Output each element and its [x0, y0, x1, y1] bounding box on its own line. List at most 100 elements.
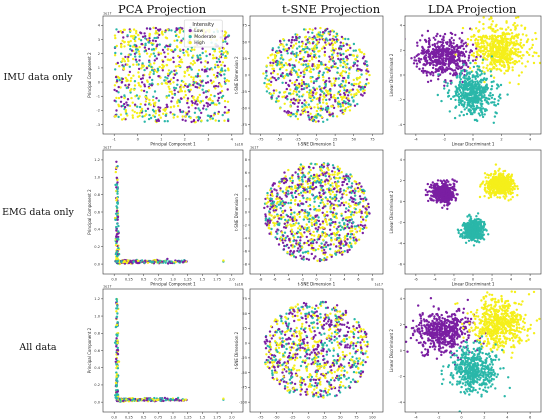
scatter-point-low — [452, 72, 456, 75]
scatter-point-high — [354, 227, 357, 231]
scatter-point-high — [308, 228, 311, 232]
scatter-point-moderate — [472, 65, 476, 69]
scatter-point-high — [266, 78, 269, 81]
scatter-point-high — [287, 113, 290, 117]
scatter-point-high — [133, 88, 136, 92]
scatter-point-low — [458, 54, 462, 57]
scatter-point-high — [526, 60, 529, 63]
scatter-point-high — [223, 56, 227, 60]
scatter-point-high — [362, 191, 366, 195]
scatter-point-high — [115, 166, 118, 170]
scatter-point-low — [452, 39, 455, 42]
scatter-point-high — [138, 52, 141, 56]
scatter-point-moderate — [320, 61, 323, 64]
scatter-point-high — [139, 102, 142, 106]
scatter-point-moderate — [443, 80, 446, 83]
scatter-point-high — [482, 27, 485, 30]
y-tick-label: 50 — [242, 40, 247, 44]
scatter-point-low — [294, 171, 297, 174]
scatter-point-low — [332, 166, 335, 169]
scatter-point-high — [485, 58, 488, 61]
scatter-point-moderate — [313, 200, 316, 203]
scatter-point-high — [365, 226, 368, 229]
scatter-point-high — [182, 96, 186, 99]
scatter-point-high — [281, 65, 284, 69]
scatter-point-high — [535, 51, 538, 55]
scatter-point-high — [513, 35, 517, 38]
scatter-point-low — [294, 189, 298, 193]
scatter-point-high — [520, 57, 523, 60]
scatter-point-moderate — [282, 48, 285, 51]
scatter-point-moderate — [306, 214, 310, 217]
scatter-point-low — [305, 235, 308, 239]
scatter-point-high — [279, 189, 282, 192]
scatter-point-high — [278, 63, 281, 66]
scatter-point-moderate — [489, 74, 493, 78]
scatter-point-high — [507, 57, 511, 60]
scatter-point-high — [485, 66, 488, 70]
scatter-point-low — [156, 28, 160, 31]
scatter-point-moderate — [280, 217, 283, 221]
scatter-point-high — [333, 94, 336, 97]
scatter-point-low — [165, 44, 168, 47]
scatter-point-low — [205, 95, 208, 99]
column-title-lda: LDA Projection — [428, 2, 517, 16]
scatter-point-low — [415, 62, 419, 65]
scatter-point-low — [425, 74, 429, 77]
scatter-point-moderate — [471, 101, 474, 105]
x-tick-label: 3 — [207, 138, 209, 142]
scatter-point-low — [331, 170, 334, 173]
scatter-point-low — [335, 190, 339, 193]
scatter-point-low — [266, 205, 269, 208]
scatter-point-low — [148, 76, 151, 79]
scatter-point-moderate — [321, 73, 324, 77]
scatter-point-low — [269, 61, 272, 64]
scatter-point-low — [427, 37, 431, 40]
y-tick-label: 25 — [242, 57, 247, 61]
scatter-point-high — [331, 29, 334, 32]
scatter-point-moderate — [174, 30, 177, 33]
scatter-point-high — [333, 197, 336, 201]
scatter-point-high — [130, 77, 133, 80]
scatter-point-moderate — [153, 54, 157, 58]
scatter-point-low — [467, 56, 471, 60]
scatter-point-high — [179, 84, 183, 87]
scatter-point-moderate — [348, 91, 351, 94]
scatter-point-moderate — [134, 48, 138, 51]
scatter-point-low — [318, 38, 321, 41]
scatter-point-low — [438, 66, 441, 70]
scatter-point-moderate — [289, 213, 293, 216]
scatter-point-low — [332, 106, 336, 110]
scatter-point-low — [342, 175, 345, 178]
scatter-point-low — [348, 248, 351, 251]
scatter-point-low — [428, 62, 432, 65]
scatter-point-low — [115, 235, 118, 238]
scatter-point-moderate — [281, 81, 284, 85]
scatter-point-moderate — [471, 74, 474, 77]
scatter-point-moderate — [206, 114, 210, 117]
scatter-point-moderate — [362, 188, 365, 192]
scatter-point-low — [219, 74, 223, 77]
scatter-point-low — [445, 68, 449, 72]
scatter-point-low — [115, 233, 119, 236]
x-tick-label: 0 — [315, 138, 318, 142]
scatter-point-low — [345, 43, 349, 46]
scatter-point-low — [213, 85, 216, 88]
scatter-point-high — [477, 29, 480, 32]
scatter-point-low — [343, 76, 346, 80]
scatter-point-moderate — [477, 99, 480, 103]
scatter-point-moderate — [481, 102, 484, 106]
scatter-point-high — [337, 100, 340, 103]
scatter-point-low — [464, 50, 468, 53]
scatter-point-low — [290, 52, 293, 55]
scatter-point-high — [301, 42, 305, 45]
scatter-point-low — [345, 182, 349, 186]
scatter-point-high — [316, 63, 319, 67]
scatter-point-low — [322, 192, 326, 195]
scatter-point-moderate — [489, 70, 492, 73]
scatter-point-moderate — [301, 105, 304, 108]
scatter-point-low — [337, 225, 340, 228]
scatter-point-high — [509, 42, 512, 45]
scatter-point-high — [334, 203, 337, 207]
scatter-point-high — [355, 211, 358, 214]
